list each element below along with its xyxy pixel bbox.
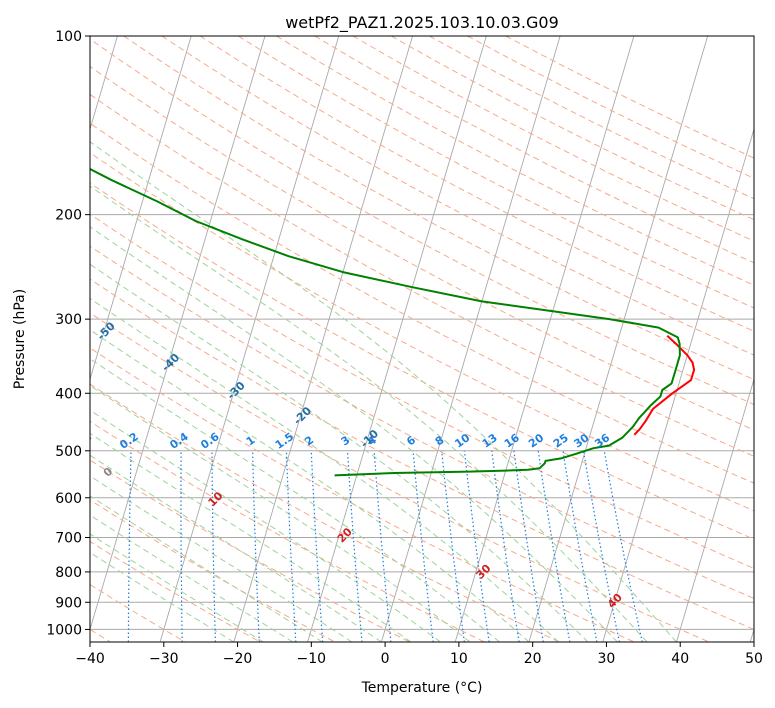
moist-adiabat-line xyxy=(90,141,677,642)
isotherm-line xyxy=(676,377,754,642)
y-tick-label: 1000 xyxy=(46,622,82,638)
moist-adiabat-line xyxy=(90,551,235,642)
mixing-ratio-lines xyxy=(127,450,643,642)
moist-adiabat-line xyxy=(90,358,500,642)
isotherm-line xyxy=(159,36,340,642)
plot-frame xyxy=(89,35,755,643)
mixing-ratio-label: 0.1 xyxy=(70,430,93,452)
dry-adiabat-line xyxy=(90,65,754,431)
moist-adiabat-line xyxy=(90,409,441,642)
moist-adiabat-line xyxy=(90,185,648,642)
dry-adiabat-line xyxy=(90,152,754,512)
mixing-ratio-line xyxy=(285,450,297,642)
mixing-ratio-line xyxy=(373,450,392,642)
dry-adiabat-line xyxy=(90,420,485,642)
mixing-ratio-line xyxy=(491,450,520,642)
moist-adiabat-line xyxy=(90,263,589,642)
moist-adiabat-line xyxy=(90,475,353,642)
y-tick-label: 200 xyxy=(55,208,82,224)
isotherm-line xyxy=(528,36,709,642)
y-tick-label: 400 xyxy=(55,386,82,402)
moist-adiabat-line xyxy=(90,297,559,642)
x-tick-label: −20 xyxy=(223,651,253,667)
mixing-ratio-line xyxy=(412,450,434,642)
dry-adiabat-line xyxy=(90,93,754,457)
dry-adiabat-line xyxy=(90,278,754,630)
moist-adiabat-line xyxy=(90,533,264,642)
x-tick-label: −10 xyxy=(297,651,327,667)
dry-adiabat-line xyxy=(90,122,754,484)
mixing-ratio-line xyxy=(346,450,363,642)
y-tick-label: 600 xyxy=(55,491,82,507)
sounding-series xyxy=(90,167,696,477)
isotherm-line xyxy=(233,36,413,642)
mixing-ratio-line xyxy=(582,450,620,642)
mixing-ratio-line xyxy=(463,450,490,642)
y-tick-label: 500 xyxy=(55,444,82,460)
x-tick-label: 50 xyxy=(745,651,763,667)
y-axis-title: Pressure (hPa) xyxy=(12,289,28,389)
x-tick-label: 20 xyxy=(524,651,542,667)
isotherm-line xyxy=(454,36,635,642)
y-tick-label: 700 xyxy=(55,531,82,547)
moist-adiabat-line xyxy=(90,329,530,642)
y-axis-ticks: 100 200 300 400 500 600 700 800 900 1000 xyxy=(46,29,90,638)
x-tick-label: 40 xyxy=(671,651,689,667)
x-axis-ticks: −40 −30 −20 −10 0 10 20 30 40 50 xyxy=(75,642,763,667)
x-tick-label: −40 xyxy=(75,651,105,667)
mixing-ratio-line xyxy=(310,450,324,642)
x-tick-label: 0 xyxy=(381,651,390,667)
chart-title: wetPf2_PAZ1.2025.103.10.03.G09 xyxy=(285,13,559,33)
dry-adiabat-line xyxy=(90,459,410,642)
y-tick-label: 900 xyxy=(55,595,82,611)
y-tick-label: 800 xyxy=(55,565,82,581)
isotherm-line xyxy=(602,127,754,642)
dry-adiabat-line xyxy=(90,38,754,406)
x-axis-title: Temperature (°C) xyxy=(361,680,483,696)
moist-adiabat-line xyxy=(90,514,294,642)
isotherm-line xyxy=(90,36,266,632)
temperature-line xyxy=(633,335,696,436)
moist-adiabat-line xyxy=(90,226,618,642)
isotherm-line xyxy=(380,36,561,642)
moist-adiabats xyxy=(90,141,677,642)
mixing-ratio-line xyxy=(603,450,643,642)
moist-adiabat-line xyxy=(90,384,471,642)
dry-adiabat-line xyxy=(90,182,754,540)
y-tick-label: 100 xyxy=(55,29,82,45)
mixing-ratio-line xyxy=(441,450,465,642)
skewed-isotherms xyxy=(90,36,754,642)
x-tick-label: 30 xyxy=(598,651,616,667)
y-tick-label: 300 xyxy=(55,312,82,328)
dry-adiabats xyxy=(90,36,754,642)
x-tick-label: 10 xyxy=(450,651,468,667)
plot-area: 0.10.20.40.611.52346810131620253036-100-… xyxy=(70,36,754,642)
dry-adiabat-line xyxy=(90,540,261,642)
moist-adiabat-line xyxy=(90,432,412,642)
isotherm-line xyxy=(90,36,192,381)
dry-adiabat-line xyxy=(90,312,710,642)
dewpoint-line xyxy=(90,167,681,477)
x-tick-label: −30 xyxy=(149,651,179,667)
